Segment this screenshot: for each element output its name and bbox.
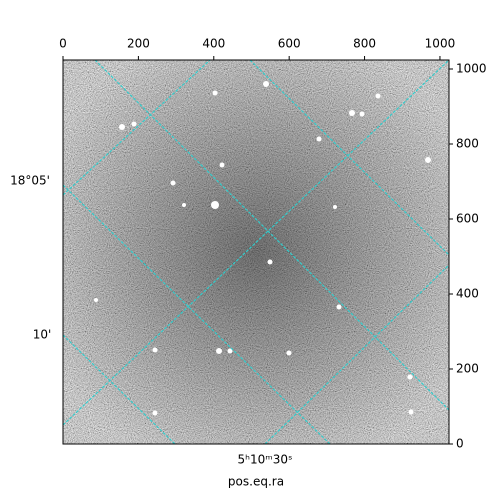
- sky-image: [63, 60, 449, 444]
- x-tick-label: 1000: [425, 37, 456, 51]
- y-tick-label: 400: [456, 287, 479, 301]
- y-tick-label: 600: [456, 212, 479, 226]
- x-tick-label: 400: [202, 37, 225, 51]
- coordinate-grid: [63, 60, 449, 444]
- y-tick-label: 0: [456, 437, 464, 451]
- x-tick-label: 0: [59, 37, 67, 51]
- x-tick-label: 600: [278, 37, 301, 51]
- dec-tick-label: 18°05': [10, 174, 50, 188]
- axes-frame: [62, 59, 450, 445]
- x-axis-label: pos.eq.ra: [228, 475, 284, 489]
- y-tick-label: 1000: [456, 62, 487, 76]
- dec-tick-label: 10': [33, 328, 52, 342]
- stars: [94, 81, 431, 416]
- x-tick-label: 200: [127, 37, 150, 51]
- y-tick-label: 800: [456, 137, 479, 151]
- x-tick-label: 800: [353, 37, 376, 51]
- y-tick-label: 200: [456, 362, 479, 376]
- ra-tick-label: 5ʰ10ᵐ30ˢ: [238, 453, 293, 467]
